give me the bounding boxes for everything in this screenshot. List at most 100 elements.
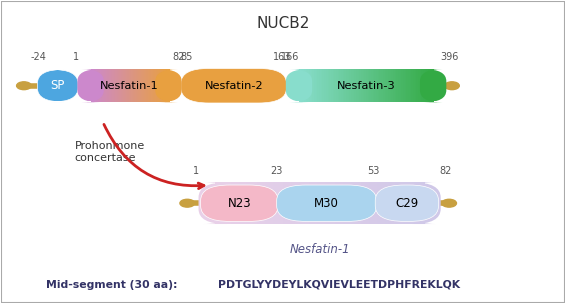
FancyBboxPatch shape <box>199 182 231 224</box>
Text: 1: 1 <box>73 52 79 62</box>
Bar <box>225 182 229 224</box>
Bar <box>424 69 427 102</box>
Bar <box>151 69 153 102</box>
Bar <box>98 69 101 102</box>
Bar <box>105 69 108 102</box>
Bar <box>384 69 387 102</box>
Bar <box>414 182 418 224</box>
Bar <box>344 69 347 102</box>
Bar <box>275 182 279 224</box>
Text: 23: 23 <box>270 166 282 176</box>
Bar <box>140 69 142 102</box>
Bar <box>149 69 151 102</box>
Bar <box>381 69 384 102</box>
Bar <box>312 69 315 102</box>
Bar <box>321 69 324 102</box>
Text: Nesfatin-2: Nesfatin-2 <box>204 81 263 91</box>
Text: SP: SP <box>50 79 65 92</box>
Bar <box>341 182 344 224</box>
Bar <box>403 182 407 224</box>
Bar <box>118 69 120 102</box>
Bar <box>138 69 140 102</box>
FancyBboxPatch shape <box>375 185 439 221</box>
Bar <box>301 182 305 224</box>
Bar <box>128 69 131 102</box>
Bar <box>257 182 260 224</box>
Bar <box>343 182 347 224</box>
Bar <box>278 182 281 224</box>
Bar <box>307 182 310 224</box>
Bar <box>110 69 112 102</box>
Bar <box>410 69 413 102</box>
Bar <box>359 182 363 224</box>
Bar <box>236 182 240 224</box>
Bar <box>262 182 266 224</box>
Bar <box>117 69 119 102</box>
Bar <box>233 182 237 224</box>
Bar <box>328 182 331 224</box>
Bar <box>342 69 345 102</box>
Bar <box>413 69 416 102</box>
Bar <box>288 182 292 224</box>
Text: Mid-segment (30 aa):: Mid-segment (30 aa): <box>46 280 182 289</box>
Bar <box>152 69 154 102</box>
Bar <box>304 182 308 224</box>
Bar <box>430 69 432 102</box>
Bar <box>333 69 335 102</box>
Bar <box>127 69 128 102</box>
Bar <box>96 69 98 102</box>
Bar <box>106 69 108 102</box>
Bar <box>396 69 399 102</box>
Text: 53: 53 <box>367 166 379 176</box>
Bar <box>393 182 397 224</box>
Bar <box>368 69 371 102</box>
Bar <box>319 69 322 102</box>
Bar <box>148 69 150 102</box>
Bar <box>147 69 149 102</box>
Bar <box>337 69 340 102</box>
Bar <box>107 69 109 102</box>
Bar <box>317 182 321 224</box>
Bar <box>312 182 315 224</box>
Bar <box>339 69 342 102</box>
Bar <box>318 69 320 102</box>
Text: 166: 166 <box>281 52 299 62</box>
Bar <box>220 182 224 224</box>
Bar <box>306 69 308 102</box>
Bar <box>396 182 399 224</box>
Bar <box>333 182 336 224</box>
Bar <box>252 182 255 224</box>
Bar <box>375 69 378 102</box>
Bar <box>411 182 415 224</box>
Bar <box>215 182 219 224</box>
Bar <box>162 69 164 102</box>
Bar <box>370 69 372 102</box>
Bar <box>386 69 389 102</box>
Bar <box>390 182 394 224</box>
Bar <box>124 69 126 102</box>
Bar <box>356 182 360 224</box>
Bar <box>304 69 307 102</box>
Text: -24: -24 <box>30 52 46 62</box>
Bar <box>309 69 312 102</box>
Bar <box>325 182 329 224</box>
Bar <box>299 69 302 102</box>
Bar <box>91 69 93 102</box>
Bar <box>365 69 367 102</box>
Bar <box>379 69 382 102</box>
Bar <box>259 182 263 224</box>
Bar <box>125 69 127 102</box>
Bar <box>395 69 397 102</box>
Bar <box>114 69 116 102</box>
Text: 396: 396 <box>440 52 458 62</box>
Bar <box>158 69 161 102</box>
Bar <box>335 182 339 224</box>
Bar <box>398 69 401 102</box>
Bar <box>324 69 327 102</box>
Bar <box>168 69 170 102</box>
Text: Prohonmone
concertase: Prohonmone concertase <box>75 141 145 163</box>
Bar <box>338 182 342 224</box>
Text: Nesfatin-1: Nesfatin-1 <box>289 244 350 256</box>
Bar <box>388 69 391 102</box>
Bar <box>120 69 122 102</box>
